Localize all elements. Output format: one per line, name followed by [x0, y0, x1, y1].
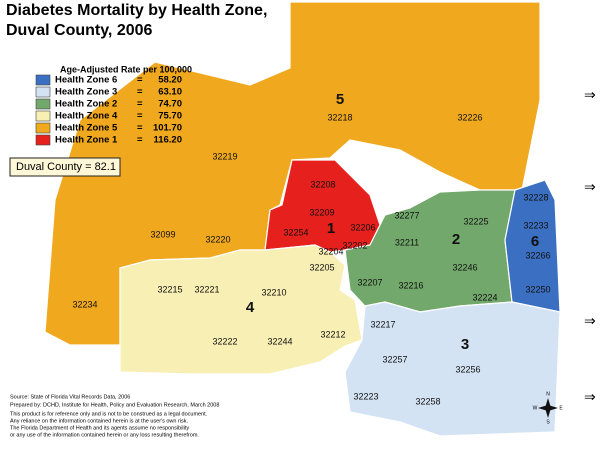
zip-labels: 32218 32226 32219 32208 32209 32206 32254 32204…	[72, 112, 550, 406]
zip-label: 32216	[398, 280, 423, 290]
legend-swatch	[35, 86, 51, 98]
zone-label: 3	[461, 336, 469, 353]
legend-label: Health Zone 3	[55, 87, 117, 98]
legend-sep: =	[137, 111, 143, 122]
source-line: Prepared by: DCHD, Institute for Health,…	[10, 402, 219, 408]
zip-label: 32215	[157, 284, 182, 294]
zip-label: 32211	[395, 237, 419, 247]
zip-label: 32258	[415, 396, 440, 406]
legend-rate: 75.70	[158, 111, 182, 122]
legend-swatch	[35, 134, 51, 146]
legend-label: Health Zone 1	[55, 135, 118, 146]
source-line: The Florida Department of Health and its…	[10, 425, 189, 431]
zip-label: 32212	[320, 329, 345, 339]
zip-label: 32228	[523, 192, 548, 202]
zone-label: 5	[336, 91, 344, 108]
zip-label: 32099	[150, 229, 175, 239]
legend: Age-Adjusted Rate per 100,000 Health Zon…	[35, 64, 192, 146]
zip-label: 32204	[318, 246, 343, 256]
arrow: ⇒	[584, 313, 596, 329]
legend-swatch	[35, 110, 51, 122]
compass: N S E W	[533, 391, 564, 425]
zone-label: 2	[452, 231, 460, 248]
legend-rate: 58.20	[158, 75, 182, 86]
zip-label: 32222	[212, 336, 237, 346]
zip-label: 32207	[357, 277, 382, 287]
legend-items: Health Zone 6 = 58.20 Health Zone 3 = 63.10 He…	[35, 74, 182, 146]
legend-sep: =	[137, 99, 143, 110]
county-box	[9, 157, 121, 177]
zone-3	[344, 301, 561, 437]
title: Duval County, 2006	[6, 22, 153, 39]
legend-title: Age-Adjusted Rate per 100,000	[60, 64, 192, 74]
zip-label: 32246	[452, 262, 477, 272]
legend-rate: 63.10	[158, 87, 182, 98]
zip-label: 32220	[205, 234, 230, 244]
zip-label: 32202	[342, 240, 367, 250]
source-notes: Source: State of Florida Vital Records D…	[10, 394, 219, 438]
zip-label: 32233	[523, 220, 548, 230]
zip-label: 32221	[194, 284, 219, 294]
zip-label: 32224	[472, 292, 497, 302]
zip-label: 32210	[261, 287, 286, 297]
compass-n: N	[546, 391, 550, 397]
zip-label: 32257	[382, 354, 407, 364]
compass-w: W	[533, 405, 538, 411]
legend-rate: 74.70	[158, 99, 182, 110]
legend-rate: 116.20	[153, 135, 182, 146]
zip-label: 32208	[310, 179, 335, 189]
zip-label: 32250	[525, 284, 550, 294]
legend-swatch	[35, 74, 51, 86]
source-line: Source: State of Florida Vital Records D…	[10, 394, 130, 400]
legend-rate: 101.70	[153, 123, 182, 134]
legend-label: Health Zone 2	[55, 99, 117, 110]
zip-label: 32219	[212, 151, 237, 161]
zip-label: 32217	[370, 319, 395, 329]
source-line: or any use of the information contained …	[10, 432, 199, 438]
zip-label: 32234	[72, 299, 97, 309]
legend-label: Health Zone 4	[55, 111, 118, 122]
legend-sep: =	[137, 75, 143, 86]
legend-sep: =	[137, 123, 143, 134]
zip-label: 32206	[350, 222, 375, 232]
zip-label: 32225	[463, 216, 488, 226]
zip-label: 32226	[457, 112, 482, 122]
zone-label: 4	[246, 299, 255, 316]
zone-label: 6	[531, 233, 539, 250]
arrow: ⇒	[584, 389, 596, 405]
legend-swatch	[35, 122, 51, 134]
zip-label: 32254	[283, 227, 308, 237]
legend-label: Health Zone 6	[55, 75, 117, 86]
legend-swatch	[35, 98, 51, 110]
zip-label: 32277	[394, 210, 419, 220]
legend-label: Health Zone 5	[55, 123, 118, 134]
zone-4	[119, 244, 363, 375]
title: Diabetes Mortality by Health Zone,	[6, 2, 267, 19]
zones	[44, 1, 561, 437]
zip-label: 32218	[327, 112, 352, 122]
zip-label: 32256	[455, 364, 480, 374]
legend-sep: =	[137, 87, 143, 98]
zone-labels: 5 1 2 6 4 3	[246, 91, 539, 353]
source-line: This product is for reference only and i…	[10, 411, 208, 417]
zip-label: 32209	[309, 207, 334, 217]
legend-sep: =	[137, 135, 143, 146]
zip-label: 32266	[525, 250, 550, 260]
source-line: Any reliance on the information containe…	[10, 418, 189, 424]
zone-label: 1	[327, 220, 335, 237]
arrow: ⇒	[584, 179, 596, 195]
arrow: ⇒	[584, 87, 596, 103]
county-rate: Duval County = 82.1	[16, 161, 116, 173]
compass-s: S	[546, 419, 550, 425]
zip-label: 32244	[267, 336, 292, 346]
zip-label: 32205	[309, 262, 334, 272]
compass-e: E	[559, 405, 563, 411]
zip-label: 32223	[353, 391, 378, 401]
